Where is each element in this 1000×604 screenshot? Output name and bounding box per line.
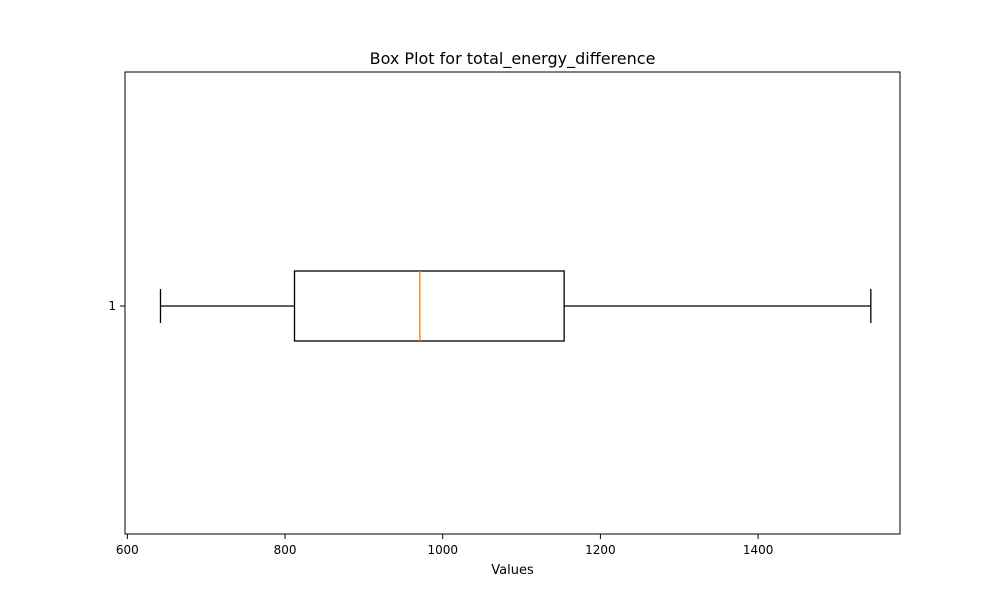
y-tick-label: 1 (108, 299, 116, 313)
x-tick-label: 600 (116, 543, 139, 557)
x-tick-label: 1000 (427, 543, 458, 557)
x-tick-label: 800 (274, 543, 297, 557)
x-tick-label: 1200 (585, 543, 616, 557)
plot-area (159, 270, 872, 342)
y-axis-ticks: 1 (108, 299, 125, 313)
chart-title: Box Plot for total_energy_difference (370, 49, 656, 69)
axes-frame (124, 71, 901, 535)
x-tick-label: 1400 (743, 543, 774, 557)
x-axis-ticks: 600 800 1000 1200 1400 (116, 534, 773, 557)
iqr-box (293, 270, 565, 342)
x-axis-label: Values (491, 563, 534, 578)
